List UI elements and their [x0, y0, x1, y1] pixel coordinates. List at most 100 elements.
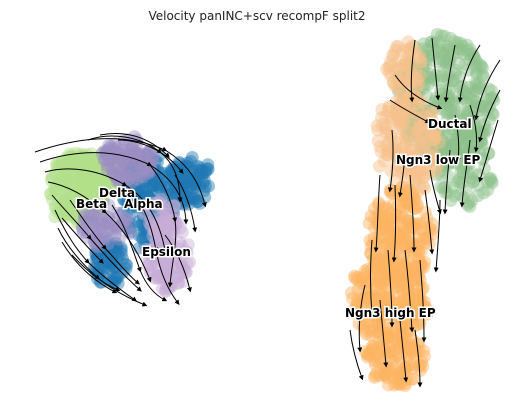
- cell-point: [410, 200, 424, 214]
- cell-point: [403, 161, 417, 175]
- cell-point: [457, 132, 470, 146]
- cell-point: [384, 334, 398, 348]
- cell-point: [463, 200, 477, 213]
- cell-point: [75, 147, 89, 161]
- cell-point: [410, 171, 424, 185]
- cell-point: [463, 130, 477, 144]
- velocity-stream-line: [379, 299, 389, 368]
- cell-point: [55, 170, 69, 184]
- cell-point: [70, 154, 84, 168]
- cell-point: [393, 231, 407, 245]
- cell-point: [470, 67, 484, 81]
- cell-point: [406, 188, 420, 202]
- cell-point: [58, 171, 72, 185]
- cell-point: [417, 216, 431, 230]
- cell-point: [381, 267, 395, 281]
- cell-point: [370, 257, 384, 271]
- cell-point: [400, 75, 414, 89]
- cell-point: [383, 301, 397, 315]
- cell-point: [60, 203, 74, 217]
- cell-point: [414, 258, 428, 272]
- cell-point: [452, 132, 466, 146]
- velocity-stream-line: [409, 174, 417, 253]
- cell-point: [74, 169, 88, 183]
- velocity-stream-line: [399, 319, 409, 383]
- cell-point: [439, 120, 453, 133]
- cell-point: [390, 94, 404, 108]
- cell-point: [387, 271, 401, 285]
- cell-point: [408, 217, 422, 231]
- cell-point: [381, 269, 395, 283]
- cell-point: [434, 180, 448, 194]
- cell-point: [349, 299, 363, 313]
- cell-point: [107, 160, 121, 174]
- cell-point: [97, 153, 111, 167]
- cell-point: [375, 217, 388, 231]
- cell-point: [476, 151, 490, 165]
- cell-point: [121, 143, 135, 157]
- cell-point: [395, 181, 409, 195]
- cell-point: [411, 50, 425, 64]
- cell-point: [394, 319, 408, 333]
- cell-point: [394, 294, 408, 308]
- cell-point: [84, 151, 98, 165]
- cell-point: [391, 267, 405, 281]
- cell-point: [376, 222, 390, 236]
- cell-point: [382, 236, 396, 250]
- cell-point: [373, 140, 387, 153]
- cell-point: [389, 267, 403, 281]
- cell-point: [378, 200, 392, 214]
- cell-point: [108, 183, 121, 197]
- cell-point: [412, 77, 426, 91]
- cell-point: [359, 293, 373, 307]
- cell-point: [455, 39, 469, 53]
- cell-point: [443, 156, 457, 170]
- cell-point: [397, 89, 411, 102]
- cell-point: [416, 143, 430, 156]
- cell-point: [394, 98, 408, 112]
- cell-point: [462, 80, 476, 94]
- cell-point: [396, 73, 410, 87]
- cell-point: [391, 109, 405, 122]
- cell-point: [50, 158, 64, 172]
- velocity-stream-line: [397, 154, 406, 198]
- cell-point: [54, 178, 68, 192]
- cell-point: [477, 100, 491, 114]
- cell-point: [382, 266, 396, 280]
- cell-point: [406, 268, 420, 282]
- cell-point: [368, 358, 382, 371]
- cell-point: [424, 154, 438, 168]
- cell-point: [485, 84, 499, 98]
- cell-point: [385, 347, 398, 360]
- cell-point: [382, 60, 396, 74]
- cell-point: [399, 59, 412, 73]
- cell-point: [394, 252, 408, 266]
- cell-point: [375, 260, 389, 274]
- cell-point: [181, 238, 195, 252]
- cell-point: [413, 108, 427, 122]
- cell-point: [435, 132, 449, 146]
- cell-point: [365, 287, 379, 301]
- cell-point: [397, 117, 411, 131]
- cell-point: [378, 121, 392, 135]
- cell-point: [404, 161, 418, 175]
- cell-point: [418, 130, 431, 144]
- cell-point: [425, 107, 439, 120]
- cell-point: [91, 192, 104, 206]
- cell-point: [92, 158, 106, 172]
- cell-point: [405, 297, 419, 310]
- cell-point: [357, 317, 371, 331]
- cell-point: [373, 352, 386, 366]
- cell-point: [448, 113, 462, 127]
- cell-point: [90, 153, 104, 167]
- velocity-stream-line: [424, 189, 435, 255]
- cell-point: [360, 316, 374, 330]
- cell-point: [405, 237, 419, 251]
- cell-point: [96, 181, 110, 195]
- cell-point: [62, 194, 76, 208]
- cell-point: [395, 114, 409, 128]
- cell-point: [431, 137, 444, 151]
- cell-point: [485, 174, 498, 188]
- cell-point: [405, 268, 419, 282]
- cell-point: [372, 270, 386, 284]
